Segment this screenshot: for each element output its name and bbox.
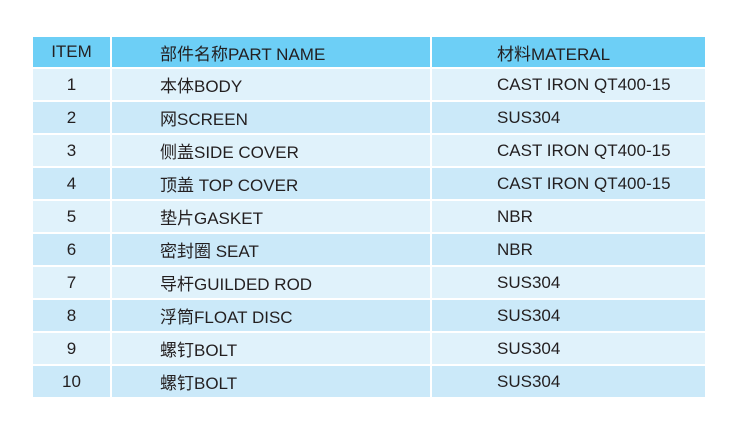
cell-part-name: 密封圈 SEAT xyxy=(110,232,432,267)
table-row: 4 顶盖 TOP COVER CAST IRON QT400-15 xyxy=(31,166,707,201)
cell-material: SUS304 xyxy=(430,100,707,135)
cell-item: 5 xyxy=(31,199,112,234)
table-row: 1 本体BODY CAST IRON QT400-15 xyxy=(31,67,707,102)
cell-material: SUS304 xyxy=(430,265,707,300)
parts-table: ITEM 部件名称PART NAME 材料MATERAL 1 本体BODY CAST… xyxy=(31,35,707,399)
cell-part-name: 网SCREEN xyxy=(110,100,432,135)
cell-item: 1 xyxy=(31,67,112,102)
cell-item: 3 xyxy=(31,133,112,168)
cell-item: 7 xyxy=(31,265,112,300)
header-part-name: 部件名称PART NAME xyxy=(110,35,432,69)
cell-item: 10 xyxy=(31,364,112,399)
cell-part-name: 侧盖SIDE COVER xyxy=(110,133,432,168)
cell-part-name: 本体BODY xyxy=(110,67,432,102)
header-material: 材料MATERAL xyxy=(430,35,707,69)
cell-part-name: 浮筒FLOAT DISC xyxy=(110,298,432,333)
table-row: 10 螺钉BOLT SUS304 xyxy=(31,364,707,399)
cell-item: 9 xyxy=(31,331,112,366)
cell-item: 2 xyxy=(31,100,112,135)
cell-part-name: 垫片GASKET xyxy=(110,199,432,234)
header-row: ITEM 部件名称PART NAME 材料MATERAL xyxy=(31,35,707,69)
table-row: 8 浮筒FLOAT DISC SUS304 xyxy=(31,298,707,333)
cell-material: NBR xyxy=(430,199,707,234)
cell-material: NBR xyxy=(430,232,707,267)
cell-part-name: 导杆GUILDED ROD xyxy=(110,265,432,300)
cell-item: 4 xyxy=(31,166,112,201)
cell-material: CAST IRON QT400-15 xyxy=(430,67,707,102)
cell-material: SUS304 xyxy=(430,331,707,366)
cell-material: CAST IRON QT400-15 xyxy=(430,133,707,168)
cell-material: CAST IRON QT400-15 xyxy=(430,166,707,201)
cell-part-name: 顶盖 TOP COVER xyxy=(110,166,432,201)
table-row: 2 网SCREEN SUS304 xyxy=(31,100,707,135)
table-row: 7 导杆GUILDED ROD SUS304 xyxy=(31,265,707,300)
table-row: 3 侧盖SIDE COVER CAST IRON QT400-15 xyxy=(31,133,707,168)
cell-part-name: 螺钉BOLT xyxy=(110,331,432,366)
cell-material: SUS304 xyxy=(430,364,707,399)
cell-item: 6 xyxy=(31,232,112,267)
cell-material: SUS304 xyxy=(430,298,707,333)
cell-part-name: 螺钉BOLT xyxy=(110,364,432,399)
cell-item: 8 xyxy=(31,298,112,333)
table-row: 6 密封圈 SEAT NBR xyxy=(31,232,707,267)
table-row: 9 螺钉BOLT SUS304 xyxy=(31,331,707,366)
table-row: 5 垫片GASKET NBR xyxy=(31,199,707,234)
header-item: ITEM xyxy=(31,35,112,69)
